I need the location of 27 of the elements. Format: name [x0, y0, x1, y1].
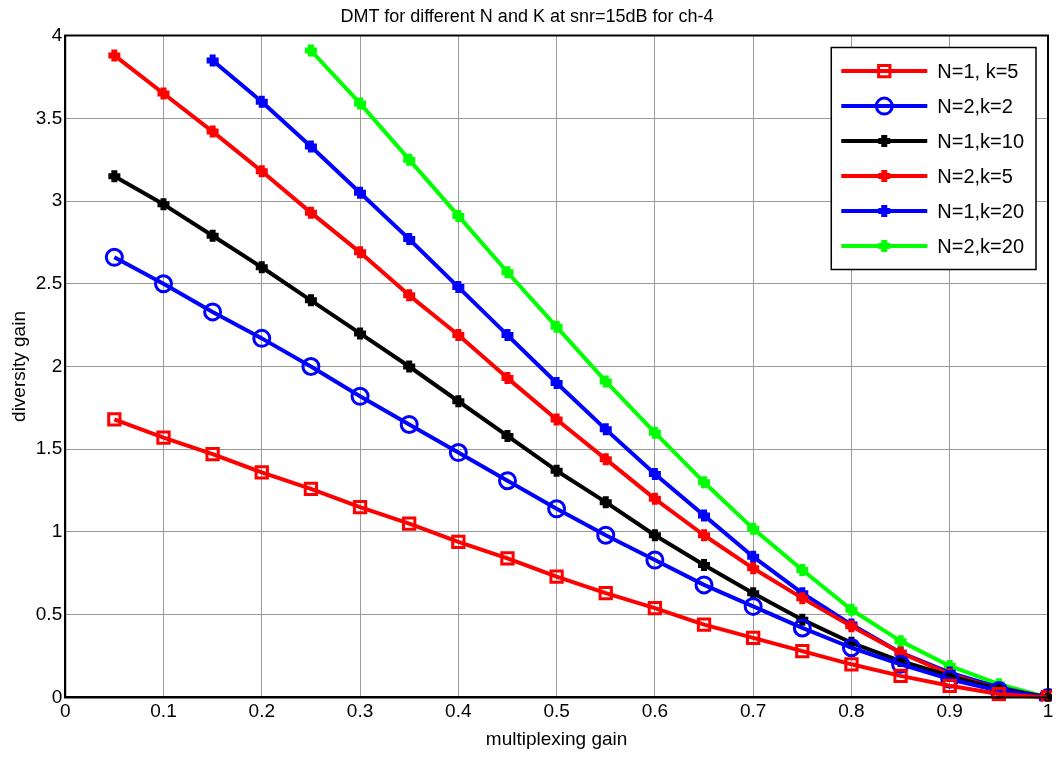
legend-label: N=2,k=20 [937, 234, 1025, 257]
y-tick-label: 4 [51, 23, 63, 45]
chart-title: DMT for different N and K at snr=15dB for ch-4 [340, 5, 714, 26]
x-tick-label: 0.7 [739, 700, 767, 722]
y-tick-label: 0.5 [35, 602, 63, 624]
legend-label: N=1, k=5 [937, 59, 1019, 82]
y-tick-label: 1.5 [35, 437, 63, 459]
y-axis-title: diversity gain [7, 311, 29, 422]
legend-label: N=1,k=20 [937, 199, 1025, 222]
y-tick-label: 1 [51, 520, 63, 542]
x-tick-label: 0.3 [346, 700, 374, 722]
x-tick-label: 0.8 [838, 700, 865, 722]
legend-label: N=2,k=5 [937, 164, 1013, 187]
y-tick-label: 3.5 [35, 106, 63, 128]
x-tick-label: 0.9 [936, 700, 963, 722]
y-tick-label: 2.5 [35, 272, 63, 294]
y-tick-label: 3 [51, 189, 63, 211]
x-tick-label: 0.1 [150, 700, 177, 722]
legend-label: N=2,k=2 [937, 94, 1013, 117]
y-tick-label: 2 [51, 354, 63, 376]
x-tick-label: 1 [1042, 700, 1054, 722]
x-tick-label: 0.5 [543, 700, 570, 722]
legend-label: N=1,k=10 [937, 129, 1025, 152]
x-axis-title: multiplexing gain [485, 727, 628, 749]
x-tick-label: 0.6 [641, 700, 669, 722]
x-tick-label: 0.2 [248, 700, 275, 722]
x-tick-label: 0.4 [445, 700, 472, 722]
